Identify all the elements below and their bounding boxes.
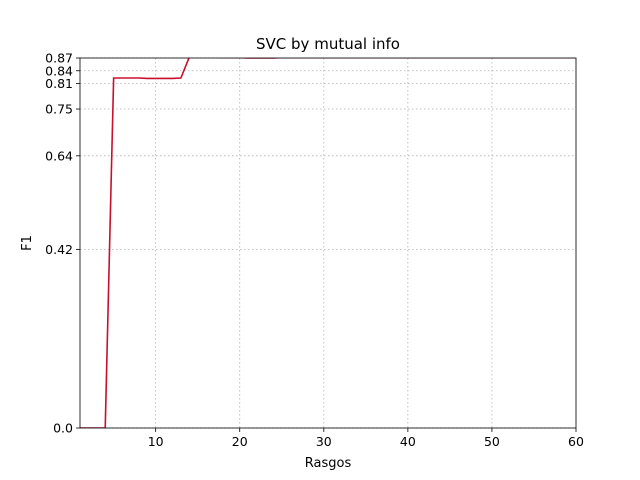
chart-title: SVC by mutual info [256,35,400,53]
y-tick-label: 0.0 [53,421,73,436]
x-tick-label: 40 [400,434,416,449]
series-line-f1 [80,58,576,428]
y-axis-ticks: 0.0 0.42 0.64 0.75 0.810.840.87 [45,51,80,436]
plot-frame [79,57,577,429]
x-tick-label: 60 [568,434,584,449]
x-axis-label: Rasgos [305,456,352,471]
y-tick-label: 0.81 [45,76,73,91]
x-tick-label: 20 [232,434,248,449]
grid [80,57,577,429]
x-tick-label: 30 [316,434,332,449]
x-axis-ticks: 10 20 30 40 50 60 [148,428,584,449]
y-tick-label: 0.42 [45,242,73,257]
x-tick-label: 10 [148,434,164,449]
y-tick-label: 0.64 [45,148,73,163]
x-tick-label: 50 [484,434,500,449]
y-axis-label: F1 [20,235,35,251]
y-tick-label: 0.84 [45,63,73,78]
y-tick-label: 0.87 [45,51,73,66]
y-tick-label: 0.75 [45,102,73,117]
